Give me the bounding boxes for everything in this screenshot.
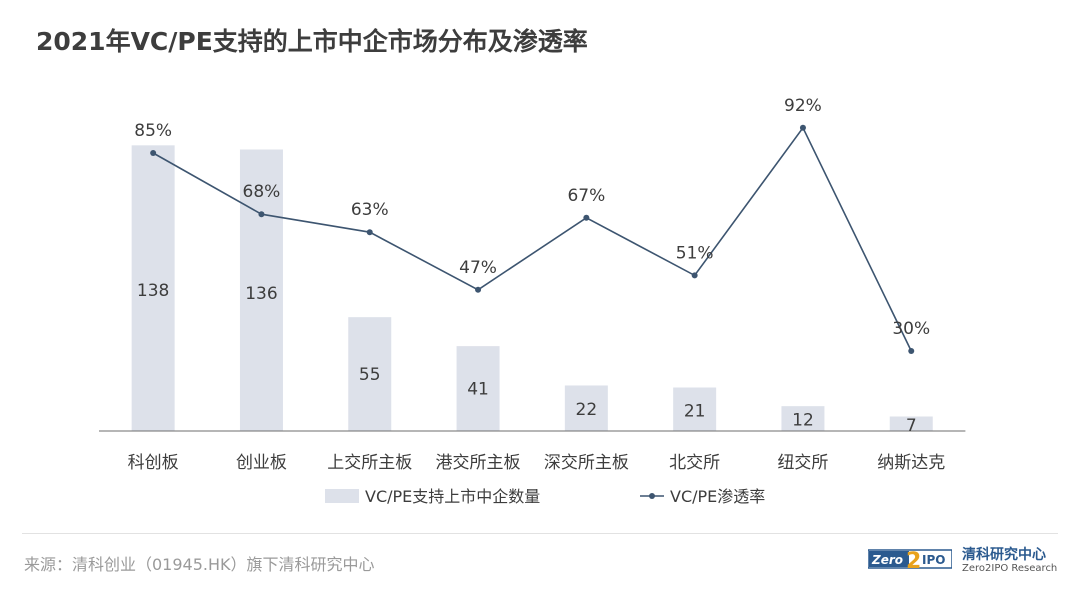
- svg-text:IPO: IPO: [922, 553, 945, 567]
- bar: [456, 346, 500, 431]
- category-label: 北交所: [669, 453, 720, 473]
- zero2ipo-logo: Zero 2 IPO: [868, 549, 952, 572]
- line-point: [583, 214, 590, 221]
- bar-value-label: 138: [137, 281, 169, 301]
- line-point: [475, 286, 482, 293]
- line-point: [691, 272, 698, 279]
- brand-name-en: Zero2IPO Research: [962, 563, 1058, 574]
- bar: [781, 406, 825, 431]
- svg-text:Zero: Zero: [871, 553, 903, 567]
- footer-divider: [22, 533, 1058, 534]
- line-point: [366, 229, 373, 236]
- category-label: 纳斯达克: [877, 453, 945, 473]
- category-label: 深交所主板: [544, 453, 629, 473]
- bar-value-label: 22: [576, 400, 598, 420]
- category-label: 上交所主板: [327, 453, 412, 473]
- line-value-label: 85%: [134, 121, 172, 141]
- line-point: [258, 211, 265, 218]
- legend-swatch-marker: [649, 493, 655, 499]
- bar-value-label: 41: [467, 380, 489, 400]
- line-value-label: 92%: [784, 96, 822, 116]
- svg-text:2: 2: [906, 549, 921, 572]
- line-point: [150, 150, 157, 156]
- bar-value-label: 136: [245, 284, 277, 304]
- bar: [348, 317, 392, 431]
- penetration-line: [152, 126, 912, 352]
- line-point: [908, 348, 915, 354]
- category-label: 科创板: [128, 453, 179, 473]
- bar-value-label: 55: [359, 365, 381, 385]
- bar: [239, 149, 283, 432]
- legend-label-bar: VC/PE支持上市中企数量: [365, 487, 540, 506]
- line-value-label: 47%: [459, 258, 497, 278]
- line-value-label: 30%: [892, 319, 930, 339]
- legend-label-line: VC/PE渗透率: [670, 487, 765, 506]
- legend-swatch-bar: [325, 489, 359, 503]
- line-point: [799, 124, 806, 131]
- category-label: 创业板: [236, 453, 287, 473]
- chart-title: 2021年VC/PE支持的上市中企市场分布及渗透率: [36, 27, 588, 56]
- source-note: 来源：清科创业（01945.HK）旗下清科研究中心: [24, 555, 375, 574]
- line-value-label: 68%: [243, 182, 281, 202]
- line-value-label: 51%: [676, 243, 714, 263]
- bar: [131, 145, 175, 431]
- bar: [889, 416, 933, 431]
- line-value-label: 63%: [351, 200, 389, 220]
- bar: [673, 387, 717, 431]
- category-label: 港交所主板: [436, 453, 521, 473]
- bar-value-label: 12: [792, 411, 814, 431]
- category-label: 纽交所: [777, 453, 828, 473]
- bar: [564, 385, 608, 431]
- brand-name-cn: 清科研究中心: [962, 547, 1046, 563]
- combo-chart: 138 136 55 41 22 21 12 7 85% 68% 63% 47% 67% 51% 92% 30…: [99, 96, 966, 506]
- bar-value-label: 21: [684, 401, 706, 421]
- line-value-label: 67%: [567, 186, 605, 206]
- bar-value-label: 7: [906, 416, 917, 436]
